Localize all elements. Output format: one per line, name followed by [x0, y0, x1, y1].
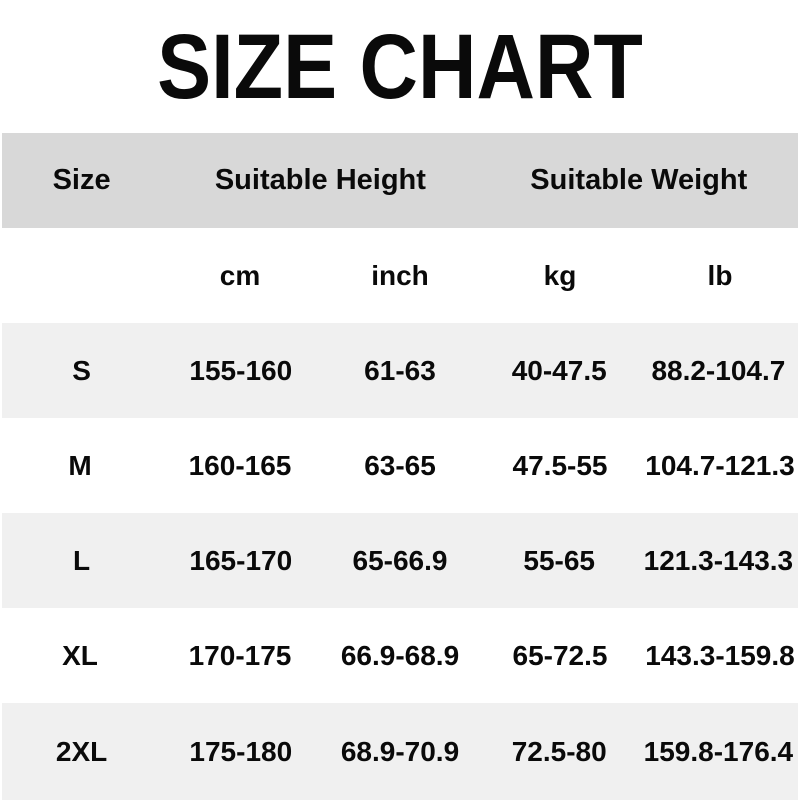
weight-lb-value: 143.3-159.8 [645, 639, 795, 671]
table-row-xl: XL 170-175 66.9-68.9 65-72.5 143.3-159.8 [0, 608, 800, 703]
page-title: SIZE CHART [157, 15, 643, 118]
size-label: L [73, 544, 91, 576]
table-row-m: M 160-165 63-65 47.5-55 104.7-121.3 [0, 418, 800, 513]
table-units-row: cm inch kg lb [0, 228, 800, 323]
weight-lb-value: 88.2-104.7 [651, 354, 786, 386]
weight-lb-value: 159.8-176.4 [643, 735, 794, 767]
weight-kg-value: 72.5-80 [511, 735, 607, 767]
weight-kg-value: 65-72.5 [512, 639, 608, 671]
height-inch-value: 61-63 [364, 354, 436, 386]
size-label: XL [62, 639, 98, 671]
size-chart-table: Size Suitable Height Suitable Weight cm … [0, 133, 800, 800]
height-cm-value: 170-175 [188, 639, 292, 671]
header-suitable-weight: Suitable Weight [530, 164, 748, 196]
table-row-l: L 165-170 65-66.9 55-65 121.3-143.3 [2, 513, 798, 608]
table-row-2xl: 2XL 175-180 68.9-70.9 72.5-80 159.8-176.… [2, 703, 798, 800]
height-cm-value: 155-160 [189, 354, 293, 386]
title-container: SIZE CHART [0, 0, 800, 133]
table-row-s: S 155-160 61-63 40-47.5 88.2-104.7 [2, 323, 798, 418]
height-cm-value: 160-165 [188, 449, 292, 481]
height-inch-value: 66.9-68.9 [340, 639, 460, 671]
unit-lb: lb [707, 259, 733, 291]
size-label: M [68, 449, 92, 481]
table-header-row: Size Suitable Height Suitable Weight [2, 133, 798, 228]
size-label: 2XL [55, 735, 108, 767]
header-suitable-height: Suitable Height [214, 164, 426, 196]
height-cm-value: 165-170 [189, 544, 293, 576]
height-cm-value: 175-180 [189, 735, 293, 767]
height-inch-value: 63-65 [364, 449, 436, 481]
size-label: S [72, 354, 91, 386]
weight-lb-value: 104.7-121.3 [645, 449, 795, 481]
unit-kg: kg [543, 259, 577, 291]
weight-kg-value: 40-47.5 [511, 354, 607, 386]
unit-cm: cm [219, 259, 261, 291]
height-inch-value: 65-66.9 [352, 544, 448, 576]
weight-lb-value: 121.3-143.3 [643, 544, 794, 576]
unit-inch: inch [371, 259, 429, 291]
header-size: Size [52, 164, 111, 196]
weight-kg-value: 47.5-55 [512, 449, 608, 481]
height-inch-value: 68.9-70.9 [340, 735, 460, 767]
weight-kg-value: 55-65 [523, 544, 595, 576]
